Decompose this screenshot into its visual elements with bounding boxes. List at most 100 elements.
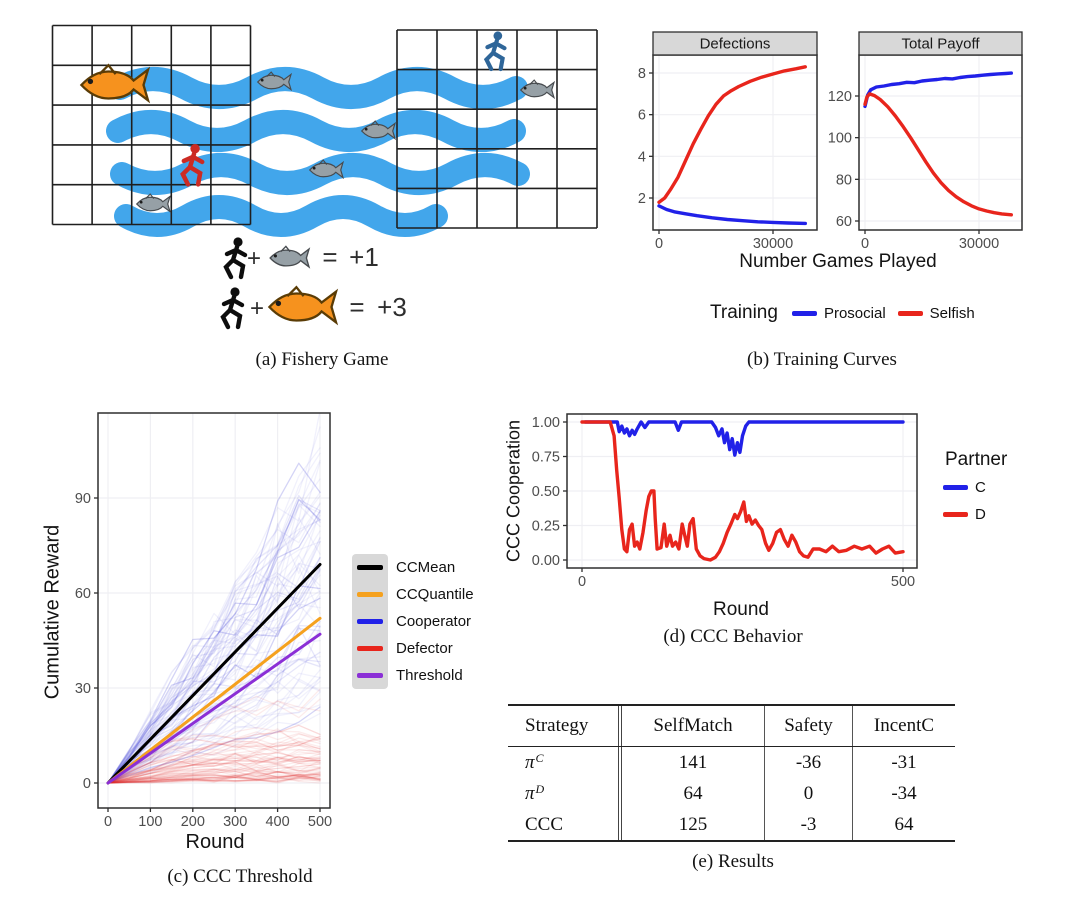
grid-left: [51, 24, 252, 226]
series-c: [583, 420, 905, 457]
xlabel-round-c: Round: [185, 831, 245, 853]
y-tick-label: 1.00: [532, 415, 560, 431]
defector-trace: [107, 727, 321, 784]
reward-small: +1: [349, 242, 379, 272]
legend-swatch: [897, 310, 923, 316]
legend-key: [352, 662, 388, 689]
equals-sign: =: [322, 242, 337, 272]
legend-entry: Defector: [352, 635, 474, 662]
cooperator-trace: [107, 459, 321, 784]
plus-sign: +: [247, 245, 261, 272]
legend-swatch: [357, 646, 383, 651]
defector-trace: [107, 688, 321, 784]
value-cell: -34: [852, 778, 955, 809]
defector-trace: [107, 775, 321, 784]
water-band: [114, 195, 448, 237]
cooperator-trace: [107, 658, 321, 784]
axis-ticks: 0 100 200 300 400 500 0 30 60 90: [75, 491, 332, 830]
xlabel-training: Number Games Played: [739, 251, 937, 272]
legend-swatch: [357, 673, 383, 678]
cooperator-trace: [107, 706, 321, 784]
defector-trace: [107, 774, 321, 784]
x-tick-label: 0: [578, 574, 586, 590]
y-tick-label: 30: [75, 681, 91, 697]
legend-label: Prosocial: [823, 304, 886, 322]
defector-trace: [107, 757, 321, 784]
defector-trace: [107, 759, 321, 784]
defector-trace: [107, 774, 321, 784]
y-tick-label: 8: [638, 66, 646, 82]
cooperator-trace: [107, 413, 321, 784]
defector-trace: [107, 700, 321, 784]
cooperator-trace: [107, 680, 321, 784]
defector-trace: [107, 753, 321, 784]
defector-trace: [107, 761, 321, 784]
y-tick-label: 2: [638, 191, 646, 207]
legend-entry: Prosocial: [791, 304, 886, 322]
defector-trace: [107, 758, 321, 784]
y-tick-label: 0.50: [532, 484, 560, 500]
agent-black-icon: [223, 287, 242, 327]
reward-big: +3: [377, 292, 407, 322]
payoff-equation-small: + = +1: [226, 237, 379, 277]
legend-entry: Selfish: [897, 304, 975, 322]
legend-label: CCQuantile: [396, 586, 474, 603]
panel-defections: Defections 0 30000 2 4 6 8: [638, 31, 818, 252]
agent-blue-icon: [486, 31, 504, 69]
cooperator-trace: [107, 498, 321, 784]
cooperator-trace: [107, 597, 321, 784]
x-tick-label: 0: [861, 236, 869, 252]
defector-trace: [107, 733, 321, 784]
x-tick-label: 0: [104, 814, 112, 830]
legend-label: Selfish: [929, 304, 975, 322]
axis-ticks: 0 30000 60 80 100 120: [828, 89, 999, 252]
value-cell: 0: [764, 778, 852, 809]
value-cell: 64: [852, 809, 955, 840]
value-cell: -36: [764, 747, 852, 778]
caption-d: (d) CCC Behavior: [663, 626, 803, 647]
results-table: Strategy SelfMatch Safety IncentC π C 141-…: [508, 704, 955, 842]
cooperator-trace: [107, 627, 321, 784]
defector-trace: [107, 768, 321, 784]
defector-trace: [107, 753, 321, 784]
defector-trace: [107, 737, 321, 784]
grid-lines: [51, 24, 252, 226]
cooperator-trace: [107, 462, 321, 784]
cooperator-trace: [107, 510, 321, 784]
defector-trace: [107, 770, 321, 784]
cooperator-trace: [107, 669, 321, 784]
results-table-header: Strategy SelfMatch Safety IncentC: [508, 706, 955, 747]
defector-trace: [107, 765, 321, 784]
x-tick-label: 300: [223, 814, 247, 830]
gridlines: [98, 413, 330, 808]
defector-trace: [107, 772, 321, 784]
strategy-symbol: π: [525, 751, 535, 773]
cooperator-trace: [107, 502, 321, 784]
agent-black-icon: [226, 237, 245, 277]
y-tick-label: 4: [638, 149, 646, 165]
cooperator-trace: [107, 530, 321, 784]
legend-key: [352, 635, 388, 662]
cooperator-trace: [107, 514, 321, 784]
column-header: SelfMatch: [618, 706, 764, 746]
defector-trace: [107, 762, 321, 784]
defector-trace: [107, 756, 321, 784]
cooperator-trace: [107, 590, 321, 784]
defector-trace: [107, 776, 321, 784]
line-ccquantile: [106, 616, 322, 785]
legend-key: [352, 581, 388, 608]
caption-a: (a) Fishery Game: [255, 349, 389, 370]
cooperator-trace: [107, 447, 321, 784]
ccc-threshold-chart: 0 100 200 300 400 500 0 30 60 90: [75, 412, 332, 830]
legend-entry: Threshold: [352, 662, 474, 689]
defector-trace: [107, 750, 321, 784]
defector-trace: [107, 764, 321, 784]
grid-right: [396, 29, 598, 229]
defector-trace: [107, 775, 321, 784]
grid-lines: [396, 29, 598, 229]
cooperator-trace: [107, 518, 321, 784]
cooperator-trace: [107, 678, 321, 784]
defector-trace: [107, 741, 321, 784]
cooperator-trace: [107, 541, 321, 784]
